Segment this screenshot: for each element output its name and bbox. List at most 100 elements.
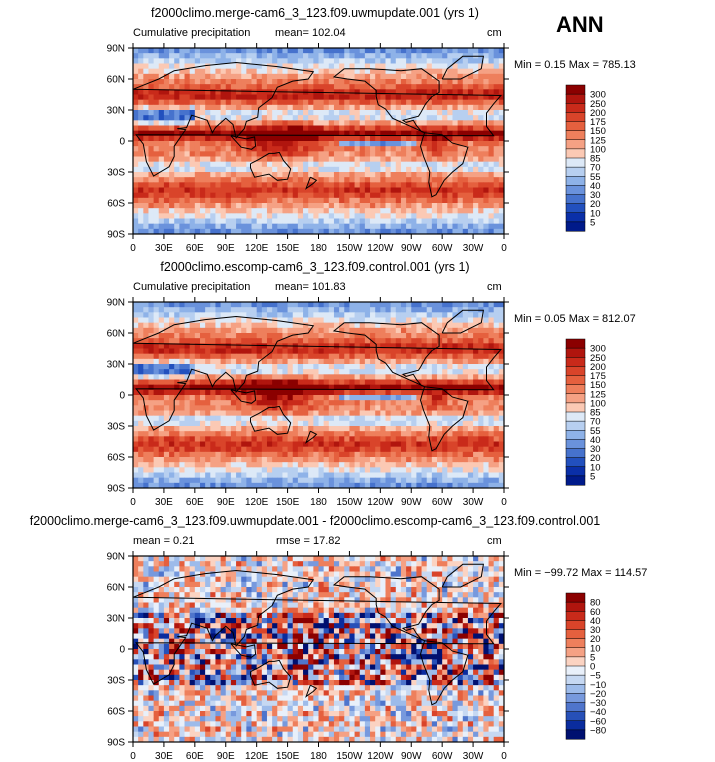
field-cell [272,172,278,178]
field-cell [174,228,180,235]
field-cell [225,73,232,80]
field-cell [411,197,417,204]
field-cell [437,79,443,85]
field-cell [272,48,278,54]
field-cell [179,441,185,448]
field-cell [467,333,474,339]
field-cell [442,338,448,344]
field-cell [261,156,268,163]
field-cell [447,187,453,194]
field-cell [236,63,242,70]
field-cell [364,415,371,422]
field-cell [370,358,376,365]
colorbar-swatch [565,212,586,223]
field-cell [395,192,402,199]
field-cell [411,135,417,142]
field-cell [292,135,299,142]
field-cell [297,125,304,132]
field-cell [199,312,206,318]
field-cell [318,166,325,173]
field-cell [380,73,386,80]
field-cell [323,317,330,324]
field-cell [241,384,247,391]
field-cell [148,389,155,396]
field-cell [344,364,350,370]
field-cell [328,451,335,458]
field-cell [246,307,252,313]
field-cell [266,58,273,64]
field-cell [406,322,412,329]
field-cell [303,389,309,396]
field-cell [272,426,278,432]
field-cell [179,208,185,214]
colorbar-swatch [565,103,586,113]
field-cell [256,353,263,360]
field-cell [359,203,366,209]
field-cell [138,218,144,225]
field-cell [292,58,299,64]
field-cell [483,53,489,59]
field-cell [179,322,185,329]
field-cell [220,389,227,396]
field-cell [256,223,263,230]
field-cell [138,99,144,106]
field-cell [447,125,453,132]
field-cell [375,379,381,386]
field-cell [256,451,263,458]
field-cell [287,151,294,157]
field-cell [158,322,165,329]
field-cell [205,63,211,70]
field-cell [380,208,386,214]
field-cell [148,446,155,453]
field-cell [406,307,412,313]
field-cell [143,166,149,173]
field-cell [349,302,355,308]
field-cell [498,322,505,329]
field-cell [287,48,294,54]
field-cell [246,110,252,116]
field-cell [199,166,206,173]
field-cell [297,327,304,334]
field-cell [241,395,247,401]
field-cell [303,110,309,116]
field-cell [148,327,155,334]
field-cell [277,228,283,235]
field-cell [323,84,330,90]
field-cell [344,441,350,448]
field-cell [462,68,469,75]
field-cell [364,208,371,214]
field-cell [225,358,232,365]
field-cell [163,99,170,106]
field-cell [385,436,392,442]
field-cell [205,327,211,334]
field-cell [256,218,263,225]
field-cell [138,94,144,101]
lat-tick-label: 90N [107,44,125,55]
field-cell [272,228,278,235]
field-cell [354,400,361,406]
field-cell [292,338,299,344]
field-cell [158,213,165,219]
field-cell [406,317,412,324]
field-cell [292,104,299,111]
field-cell [462,364,469,370]
field-cell [323,400,330,406]
field-cell [246,436,252,442]
field-cell [236,208,242,214]
field-cell [297,130,304,137]
field-cell [390,353,397,360]
field-cell [442,312,448,318]
field-cell [169,400,175,406]
field-cell [133,182,139,188]
field-cell [236,451,242,458]
field-cell [138,68,144,75]
field-cell [411,441,417,448]
field-cell [400,353,407,360]
field-cell [143,395,149,401]
field-cell [292,389,299,396]
field-cell [364,58,371,64]
field-cell [344,415,350,422]
field-cell [236,73,242,80]
field-cell [297,384,304,391]
field-cell [179,99,185,106]
